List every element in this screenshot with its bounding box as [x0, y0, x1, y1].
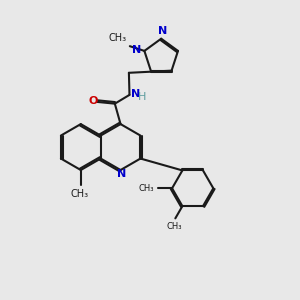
Text: CH₃: CH₃	[139, 184, 154, 193]
Text: N: N	[132, 45, 141, 55]
Text: N: N	[158, 26, 167, 36]
Text: H: H	[138, 92, 147, 102]
Text: CH₃: CH₃	[70, 190, 88, 200]
Text: CH₃: CH₃	[166, 222, 182, 231]
Text: O: O	[89, 96, 98, 106]
Text: CH₃: CH₃	[108, 33, 126, 43]
Text: N: N	[117, 169, 126, 179]
Text: N: N	[131, 89, 140, 99]
